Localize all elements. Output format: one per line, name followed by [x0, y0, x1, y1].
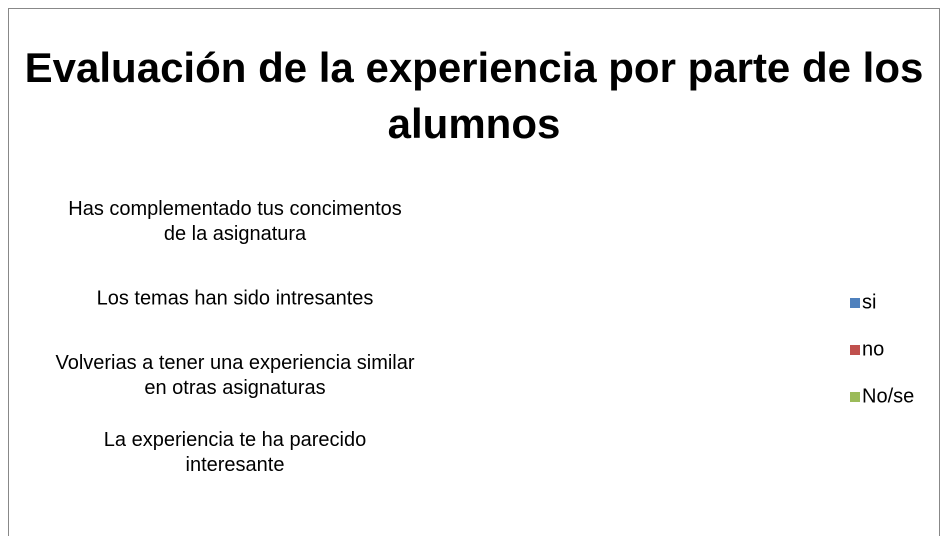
chart-border	[8, 8, 940, 536]
chart-title: Evaluación de la experiencia por parte d…	[24, 44, 924, 147]
legend-swatch	[850, 298, 860, 308]
legend-label: si	[862, 291, 876, 313]
legend-label: No/se	[862, 385, 914, 407]
legend-label: no	[862, 338, 884, 360]
legend-swatch	[850, 392, 860, 402]
y-tick-label: La experiencia te ha parecido interesant…	[103, 429, 367, 477]
y-tick-label: Has complementado tus concimentos de la …	[68, 197, 402, 245]
legend-swatch	[850, 345, 860, 355]
y-tick-label: Los temas han sido intresantes	[96, 287, 374, 310]
y-tick-label: Volverias a tener una experiencia simila…	[55, 352, 415, 400]
